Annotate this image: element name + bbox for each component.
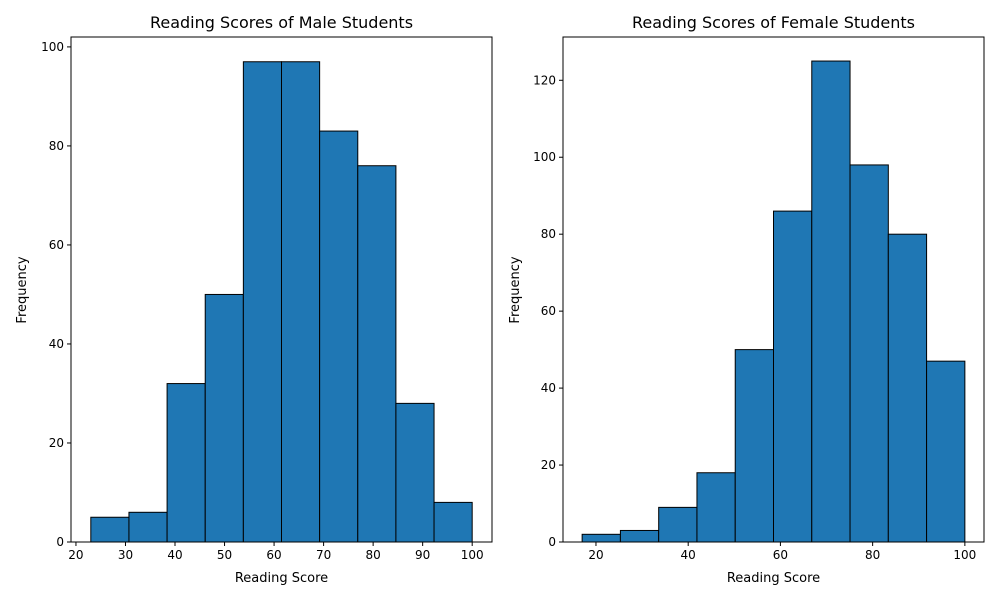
chart-title: Reading Scores of Male Students [150,13,413,32]
x-tick-label: 40 [167,548,182,562]
histogram-bar [926,360,966,543]
histogram-bar [166,383,206,543]
y-tick-label: 80 [49,139,64,153]
y-tick-label: 60 [49,238,64,252]
histogram-bar [773,210,813,543]
x-tick-label: 20 [588,548,603,562]
x-tick-label: 50 [217,548,232,562]
x-tick-label: 80 [865,548,880,562]
histogram-bar [90,516,130,543]
y-tick-label: 60 [541,304,556,318]
histogram-bar [319,130,359,543]
chart-title: Reading Scores of Female Students [632,13,915,32]
histogram-bar [619,529,660,543]
x-tick-label: 40 [681,548,696,562]
histogram-bars [581,60,966,543]
y-tick-label: 0 [56,535,64,549]
axes-spines [562,36,985,543]
axis-ticks: 20 40 60 80 100 0 20 40 60 80 100 120 [533,73,976,562]
histogram-bar [811,60,851,543]
x-tick-label: 30 [118,548,133,562]
x-tick-label: 100 [953,548,976,562]
y-tick-label: 80 [541,227,556,241]
histogram-bar [696,472,736,543]
histogram-bar [887,233,928,543]
male-histogram-panel: Reading Scores of Male Students Reading … [15,13,493,586]
histogram-bar [433,501,473,543]
histogram-bar [128,511,168,543]
axis-ticks: 20 30 40 50 60 70 80 90 100 0 20 40 60 80 100 [41,40,484,562]
x-tick-label: 90 [415,548,430,562]
x-tick-label: 20 [68,548,83,562]
x-tick-label: 100 [461,548,484,562]
histogram-bar [849,164,889,543]
y-tick-label: 100 [41,40,64,54]
x-tick-label: 60 [266,548,281,562]
histogram-bar [395,402,435,543]
y-axis-label: Frequency [508,256,523,323]
y-tick-label: 0 [548,535,556,549]
histogram-bar [734,349,775,543]
x-axis-label: Reading Score [235,571,328,586]
plot-frame [562,36,985,543]
histogram-bar [242,61,282,543]
female-histogram-panel: Reading Scores of Female Students Readin… [508,13,985,586]
histogram-bar [357,165,397,543]
x-tick-label: 70 [316,548,331,562]
histogram-bar [658,506,698,543]
y-tick-label: 20 [49,436,64,450]
y-tick-label: 40 [541,381,556,395]
y-tick-label: 40 [49,337,64,351]
y-tick-label: 20 [541,458,556,472]
y-tick-label: 100 [533,150,556,164]
x-tick-label: 80 [365,548,380,562]
y-axis-label: Frequency [15,256,30,323]
y-tick-label: 120 [533,73,556,87]
histogram-bar [581,533,621,543]
histogram-bar [204,293,244,543]
histogram-bar [281,61,321,543]
x-tick-label: 60 [773,548,788,562]
axes-spines [70,36,493,543]
histogram-bars [90,61,473,543]
plot-frame [70,36,493,543]
x-axis-label: Reading Score [727,571,820,586]
